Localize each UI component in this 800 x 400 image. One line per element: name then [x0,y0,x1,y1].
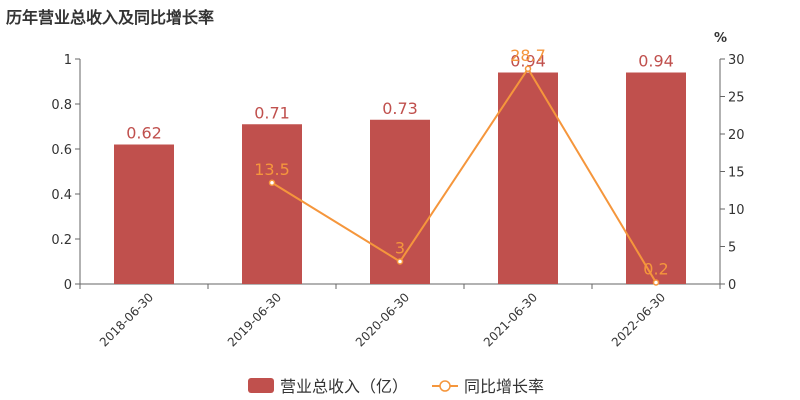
x-axis-tick-label: 2022-06-30 [609,290,668,349]
line-data-label: 0.2 [643,260,668,279]
bar-data-label: 0.71 [254,103,290,122]
right-axis-tick-label: 15 [728,166,745,181]
right-axis-tick-label: 5 [728,241,736,256]
bar-data-label: 0.73 [382,99,418,118]
x-axis: 2018-06-30 2019-06-30 2020-06-30 2021-06-30… [79,283,721,349]
line-series: 13.5 3 28.7 0.2 [254,46,669,286]
right-axis-tick-label: 20 [728,128,745,143]
bar [242,124,302,284]
bar-data-label: 0.94 [638,52,674,71]
right-axis-tick-label: 30 [728,53,745,68]
bar [370,119,430,284]
legend-line-marker [439,380,451,392]
left-axis-tick-label: 0.2 [51,233,72,248]
legend[interactable]: 营业总收入（亿） 同比增长率 [248,377,544,396]
line-point [524,65,532,72]
x-axis-tick-label: 2021-06-30 [481,290,540,349]
right-axis-tick-label: 10 [728,203,745,218]
line-point [652,279,660,286]
x-axis-tick-label: 2020-06-30 [353,290,412,349]
bar-data-label: 0.62 [126,124,162,143]
left-axis-tick-label: 0 [64,278,72,293]
chart-title: 历年营业总收入及同比增长率 [6,8,215,27]
bar [114,144,174,284]
right-axis: 0 5 10 15 20 25 30% [714,31,745,293]
right-axis-tick-label: 0 [728,278,736,293]
bar-data-label: 0.94 [510,52,546,71]
x-axis-tick-label: 2019-06-30 [225,290,284,349]
line-data-label: 3 [395,239,405,258]
line-point [396,258,404,265]
left-axis-tick-label: 1 [64,53,72,68]
bar [626,72,686,284]
left-axis-tick-label: 0.4 [51,188,72,203]
legend-line-label: 同比增长率 [464,377,544,396]
legend-bar-swatch [248,378,274,393]
line-point [268,179,276,186]
line-data-label: 28.7 [510,46,546,65]
line-path [271,66,657,284]
legend-bar-label: 营业总收入（亿） [280,377,408,396]
right-axis-tick-label: 25 [728,91,745,106]
bar [498,72,558,284]
left-axis-tick-label: 0.8 [51,98,72,113]
x-axis-tick-label: 2018-06-30 [97,290,156,349]
bar-series: 0.62 0.71 0.73 0.94 0.94 [114,52,686,284]
left-axis: 0 0.2 0.4 0.6 0.8 1 [51,53,81,293]
left-axis-tick-label: 0.6 [51,143,72,158]
right-axis-unit-label: % [714,31,727,46]
line-data-label: 13.5 [254,160,290,179]
